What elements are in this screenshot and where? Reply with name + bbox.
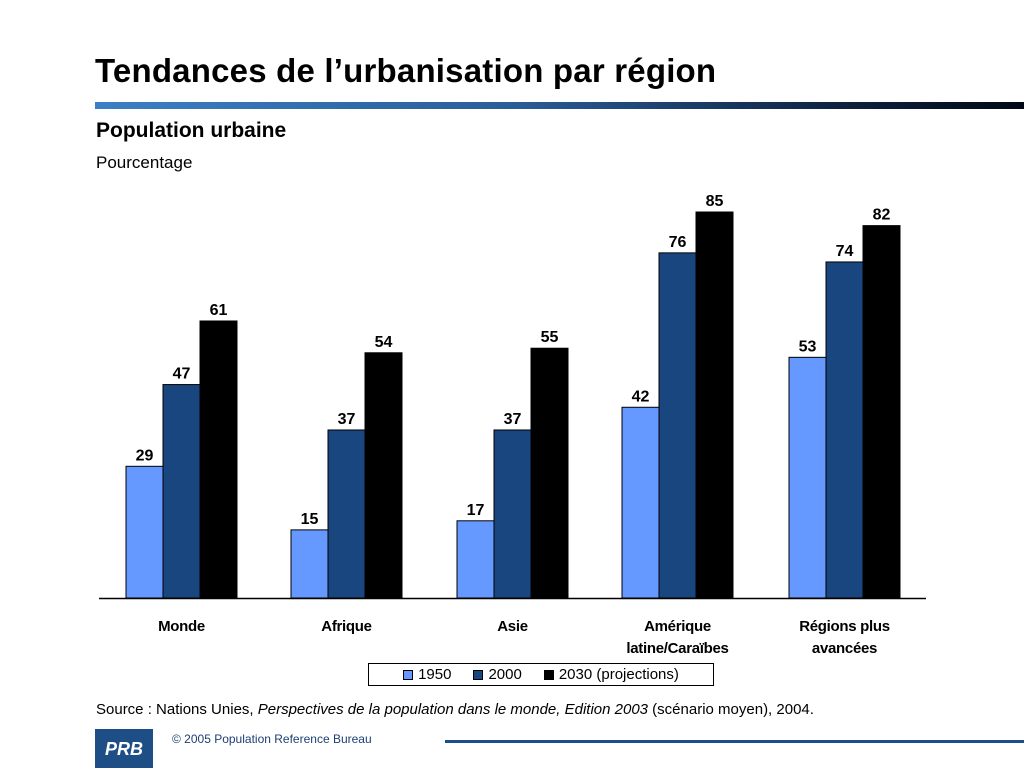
value-label-2030-1: 54: [375, 334, 393, 351]
value-label-2000-0: 47: [173, 366, 191, 383]
value-label-2030-4: 82: [873, 207, 891, 224]
urbanization-bar-chart: 29 47 61 Monde 15 37 54 Afrique 17 37 55 Asie 42 76 85…: [99, 193, 926, 657]
bar-2030-1: [364, 352, 403, 599]
legend-label-1950: 1950: [418, 666, 452, 683]
footer-divider: [445, 740, 1024, 743]
value-label-1950-2: 17: [467, 502, 485, 519]
bar-2030-0: [199, 320, 238, 599]
legend-item-2000: 2000: [473, 666, 522, 683]
bar-2000-1: [327, 429, 366, 599]
value-label-1950-0: 29: [136, 447, 154, 464]
bar-1950-4: [788, 356, 827, 599]
title-divider: [95, 102, 1024, 109]
source-prefix: Source : Nations Unies,: [96, 701, 258, 718]
category-label-3-0: Amérique: [644, 618, 711, 635]
value-label-1950-3: 42: [632, 388, 650, 405]
bar-1950-2: [456, 520, 495, 599]
unit-label: Pourcentage: [96, 153, 193, 172]
value-label-2030-2: 55: [541, 329, 559, 346]
prb-logo-mark: PRB: [105, 739, 143, 759]
category-label-4-1: avancées: [812, 640, 877, 657]
value-label-2030-0: 61: [210, 302, 228, 319]
legend-label-2000: 2000: [488, 666, 522, 683]
legend-item-1950: 1950: [403, 666, 451, 683]
source-note: Source : Nations Unies, Perspectives de …: [96, 701, 814, 718]
legend-swatch-2030: [543, 669, 554, 680]
category-label-3-1: latine/Caraïbes: [626, 640, 728, 657]
bar-2030-3: [695, 211, 734, 599]
prb-logo: PRB: [95, 729, 153, 768]
bar-2000-0: [162, 384, 201, 599]
value-label-2000-2: 37: [504, 411, 522, 428]
category-label-4-0: Régions plus: [799, 618, 890, 635]
value-label-2000-4: 74: [836, 243, 854, 260]
bar-2030-2: [530, 347, 569, 599]
chart-subtitle: Population urbaine: [96, 119, 287, 142]
bar-1950-0: [125, 465, 164, 599]
bar-2030-4: [862, 225, 901, 599]
value-label-1950-1: 15: [301, 511, 319, 528]
value-label-2000-3: 76: [669, 234, 687, 251]
category-label-0-0: Monde: [158, 618, 205, 635]
source-title: Perspectives de la population dans le mo…: [257, 701, 649, 718]
source-suffix: (scénario moyen), 2004.: [648, 701, 814, 718]
bar-2000-3: [658, 252, 697, 599]
bar-1950-3: [621, 406, 660, 599]
prb-logo-text: PRB: [105, 739, 143, 759]
legend-label-2030: 2030 (projections): [558, 666, 679, 683]
legend-item-2030: 2030 (projections): [543, 666, 679, 683]
value-label-2000-1: 37: [338, 411, 356, 428]
category-label-2-0: Asie: [497, 618, 528, 635]
bar-1950-1: [290, 529, 329, 599]
chart-legend: 1950 2000 2030 (projections): [368, 663, 714, 686]
value-label-2030-3: 85: [706, 193, 724, 210]
category-label-1-0: Afrique: [321, 618, 371, 635]
copyright-text: © 2005 Population Reference Bureau: [172, 732, 372, 746]
legend-swatch-2000: [473, 669, 484, 680]
bar-2000-4: [825, 261, 864, 599]
slide-title: Tendances de l’urbanisation par région: [95, 52, 717, 89]
bar-2000-2: [493, 429, 532, 599]
legend-swatch-1950: [403, 669, 414, 680]
value-label-1950-4: 53: [799, 338, 817, 355]
